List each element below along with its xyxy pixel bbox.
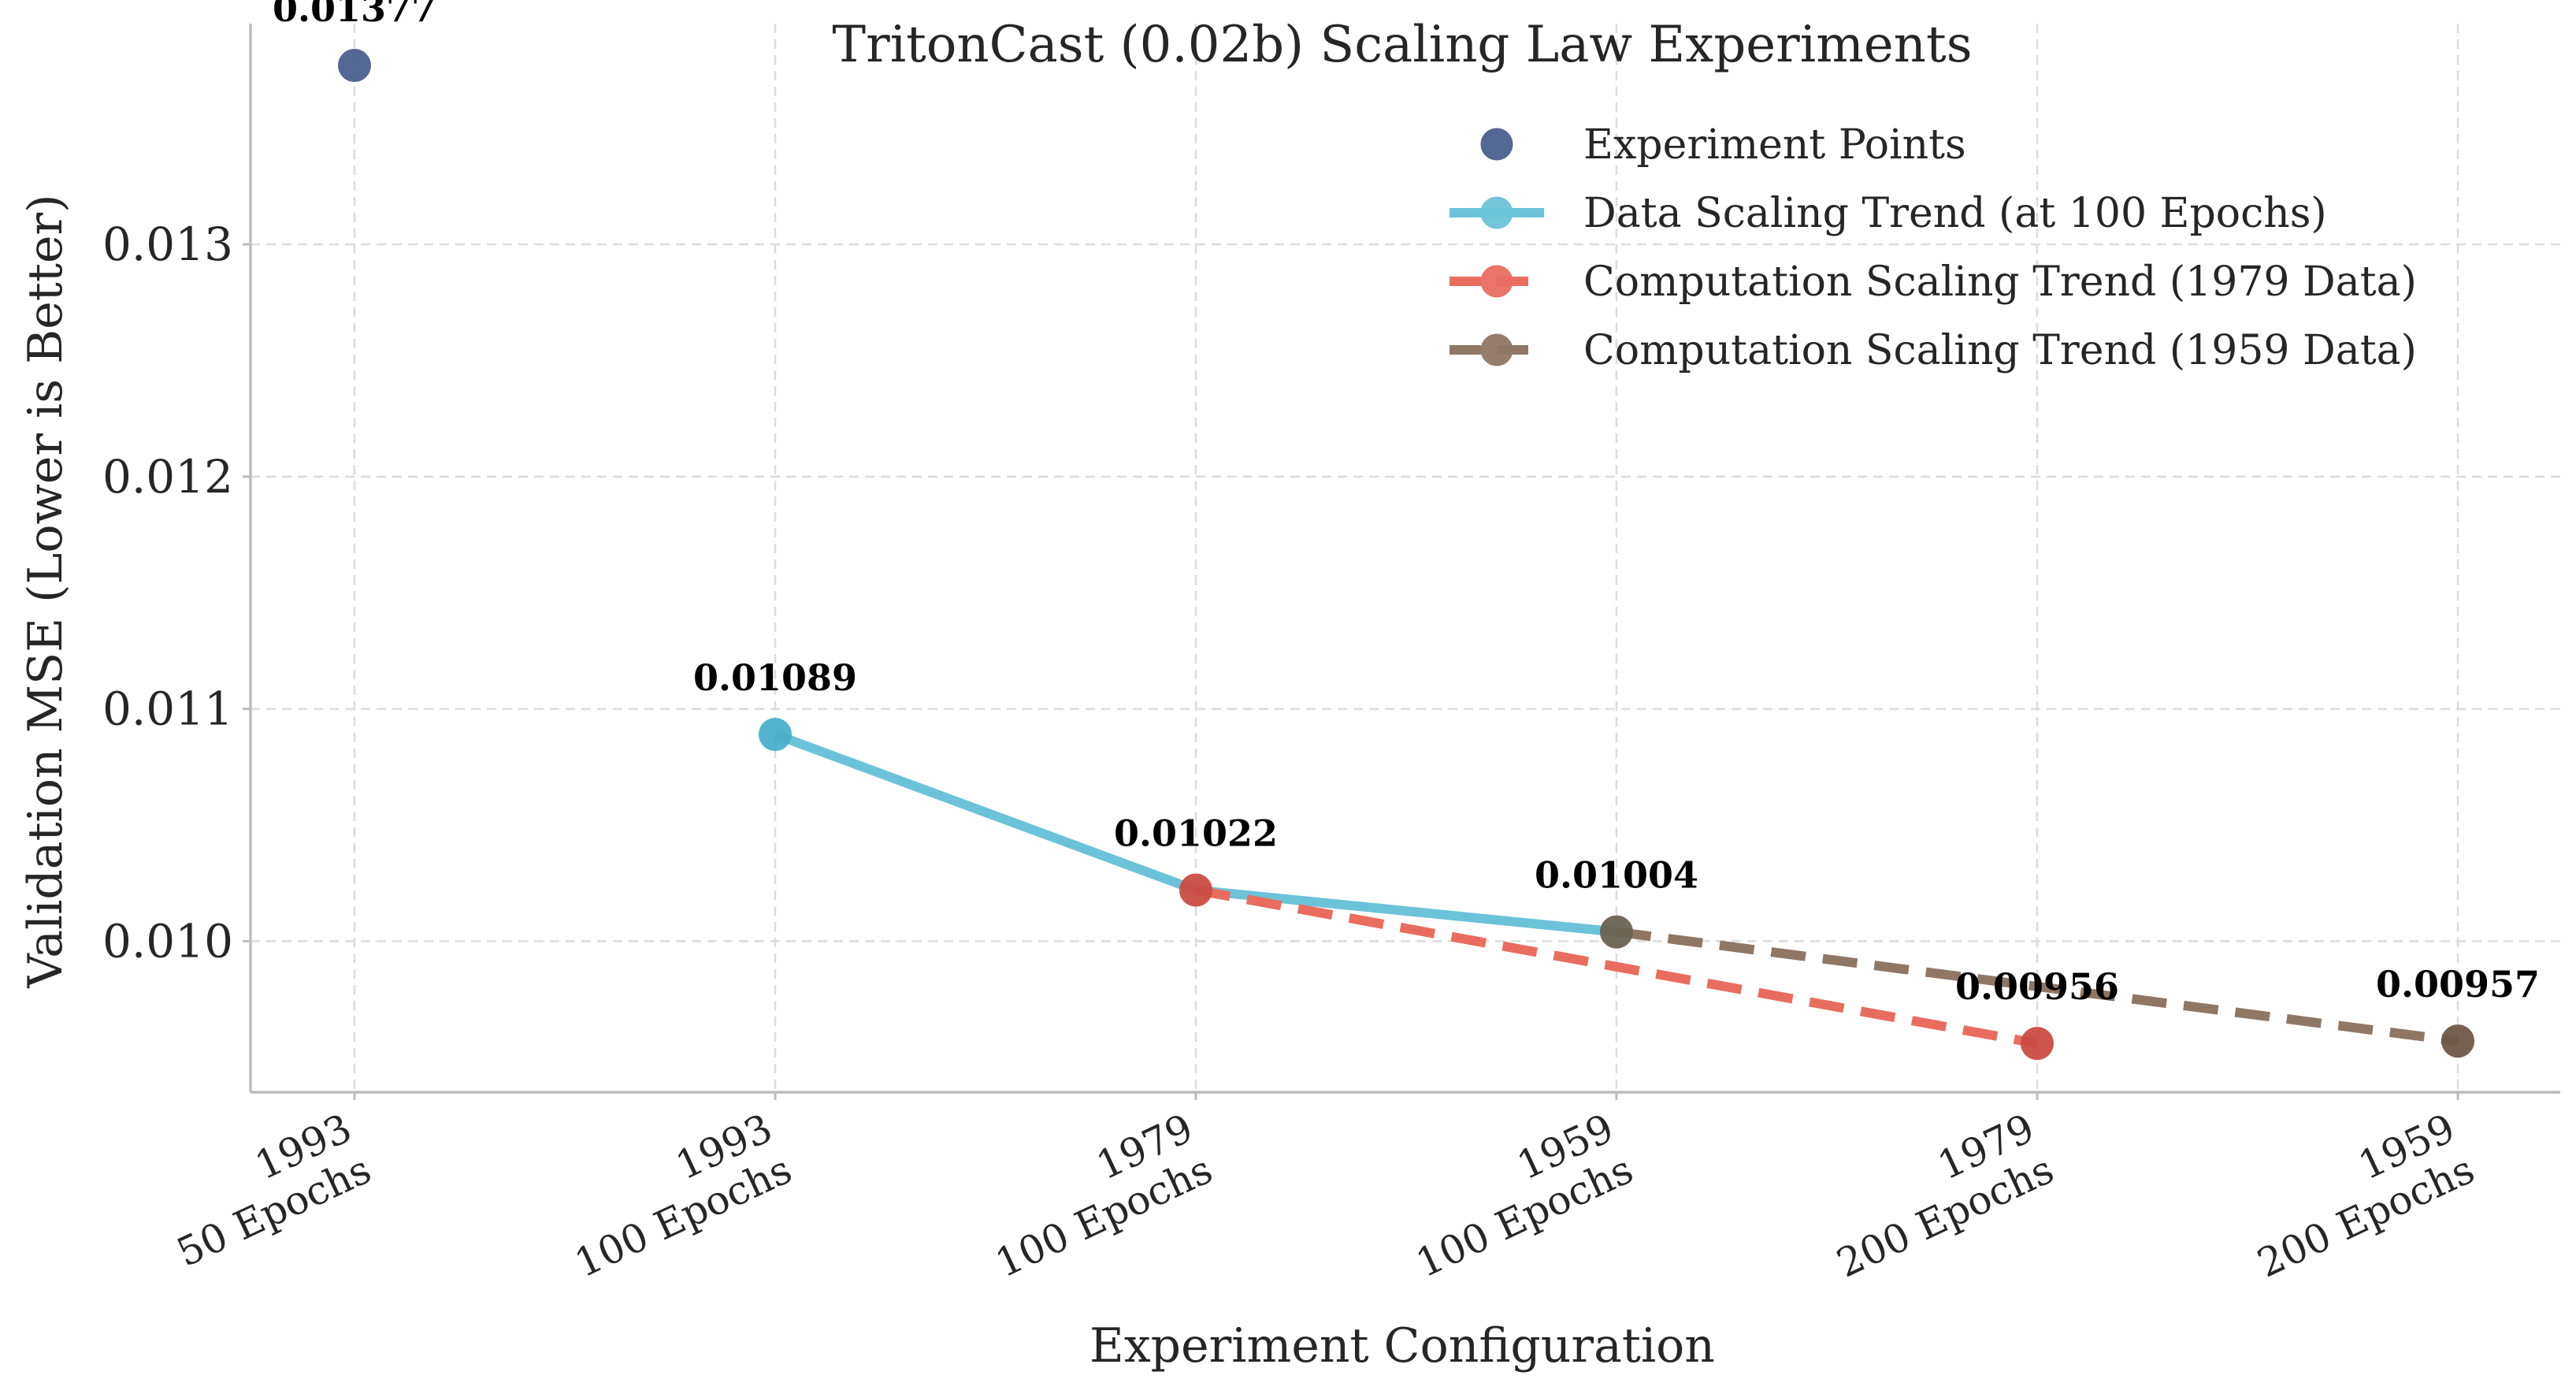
data-label: 0.01089 [693, 656, 857, 699]
data-point [1179, 873, 1212, 907]
data-label-layer: 0.01377 0.01089 0.01022 0.01004 0.00956 0.009… [273, 0, 2540, 1008]
data-point [759, 718, 792, 752]
legend-label: Data Scaling Trend (at 100 Epochs) [1583, 190, 2327, 237]
x-axis-label: Experiment Configuration [1089, 1318, 1715, 1374]
data-point [2021, 1027, 2054, 1061]
data-point [338, 49, 371, 83]
x-tick-label: 1979200 Epochs [1810, 1105, 2060, 1286]
x-tick-label: 1959200 Epochs [2231, 1105, 2481, 1286]
legend-entry: Experiment Points [1480, 121, 1966, 169]
data-point [1600, 915, 1633, 949]
y-tick-label: 0.012 [102, 450, 233, 504]
legend-entry: Data Scaling Trend (at 100 Epochs) [1449, 190, 2327, 237]
data-label: 0.01022 [1114, 812, 1278, 855]
data-label: 0.00957 [2376, 963, 2540, 1006]
legend-marker-swatch [1480, 128, 1513, 161]
legend-label: Computation Scaling Trend (1979 Data) [1583, 258, 2417, 306]
legend-label: Experiment Points [1583, 121, 1966, 169]
point-layer [338, 49, 2474, 1061]
legend-marker-swatch [1480, 333, 1513, 366]
y-tick-label: 0.011 [102, 682, 233, 736]
legend-marker-swatch [1480, 265, 1513, 298]
series-line [1616, 927, 2459, 1046]
data-point [2441, 1024, 2474, 1058]
x-tick-label: 199350 Epochs [150, 1105, 377, 1276]
data-label: 0.01377 [273, 0, 436, 30]
legend-label: Computation Scaling Trend (1959 Data) [1583, 327, 2417, 374]
grid-layer [251, 24, 2560, 1092]
legend-entry: Computation Scaling Trend (1959 Data) [1449, 327, 2417, 374]
legend: Experiment Points Data Scaling Trend (at … [1449, 121, 2417, 374]
x-tick-label: 1979100 Epochs [969, 1105, 1219, 1286]
legend-entry: Computation Scaling Trend (1979 Data) [1449, 258, 2417, 306]
y-tick-label: 0.010 [102, 914, 233, 968]
series-line [1194, 885, 2039, 1048]
legend-marker-swatch [1480, 196, 1513, 229]
x-tick-label: 1993100 Epochs [548, 1105, 798, 1286]
data-label: 0.01004 [1535, 854, 1698, 897]
chart-title: TritonCast (0.02b) Scaling Law Experimen… [832, 16, 1972, 74]
y-tick-label: 0.013 [102, 217, 233, 271]
x-tick-label: 1959100 Epochs [1390, 1105, 1639, 1286]
y-axis-label: Validation MSE (Lower is Better) [18, 194, 73, 988]
data-label: 0.00956 [1955, 965, 2119, 1008]
